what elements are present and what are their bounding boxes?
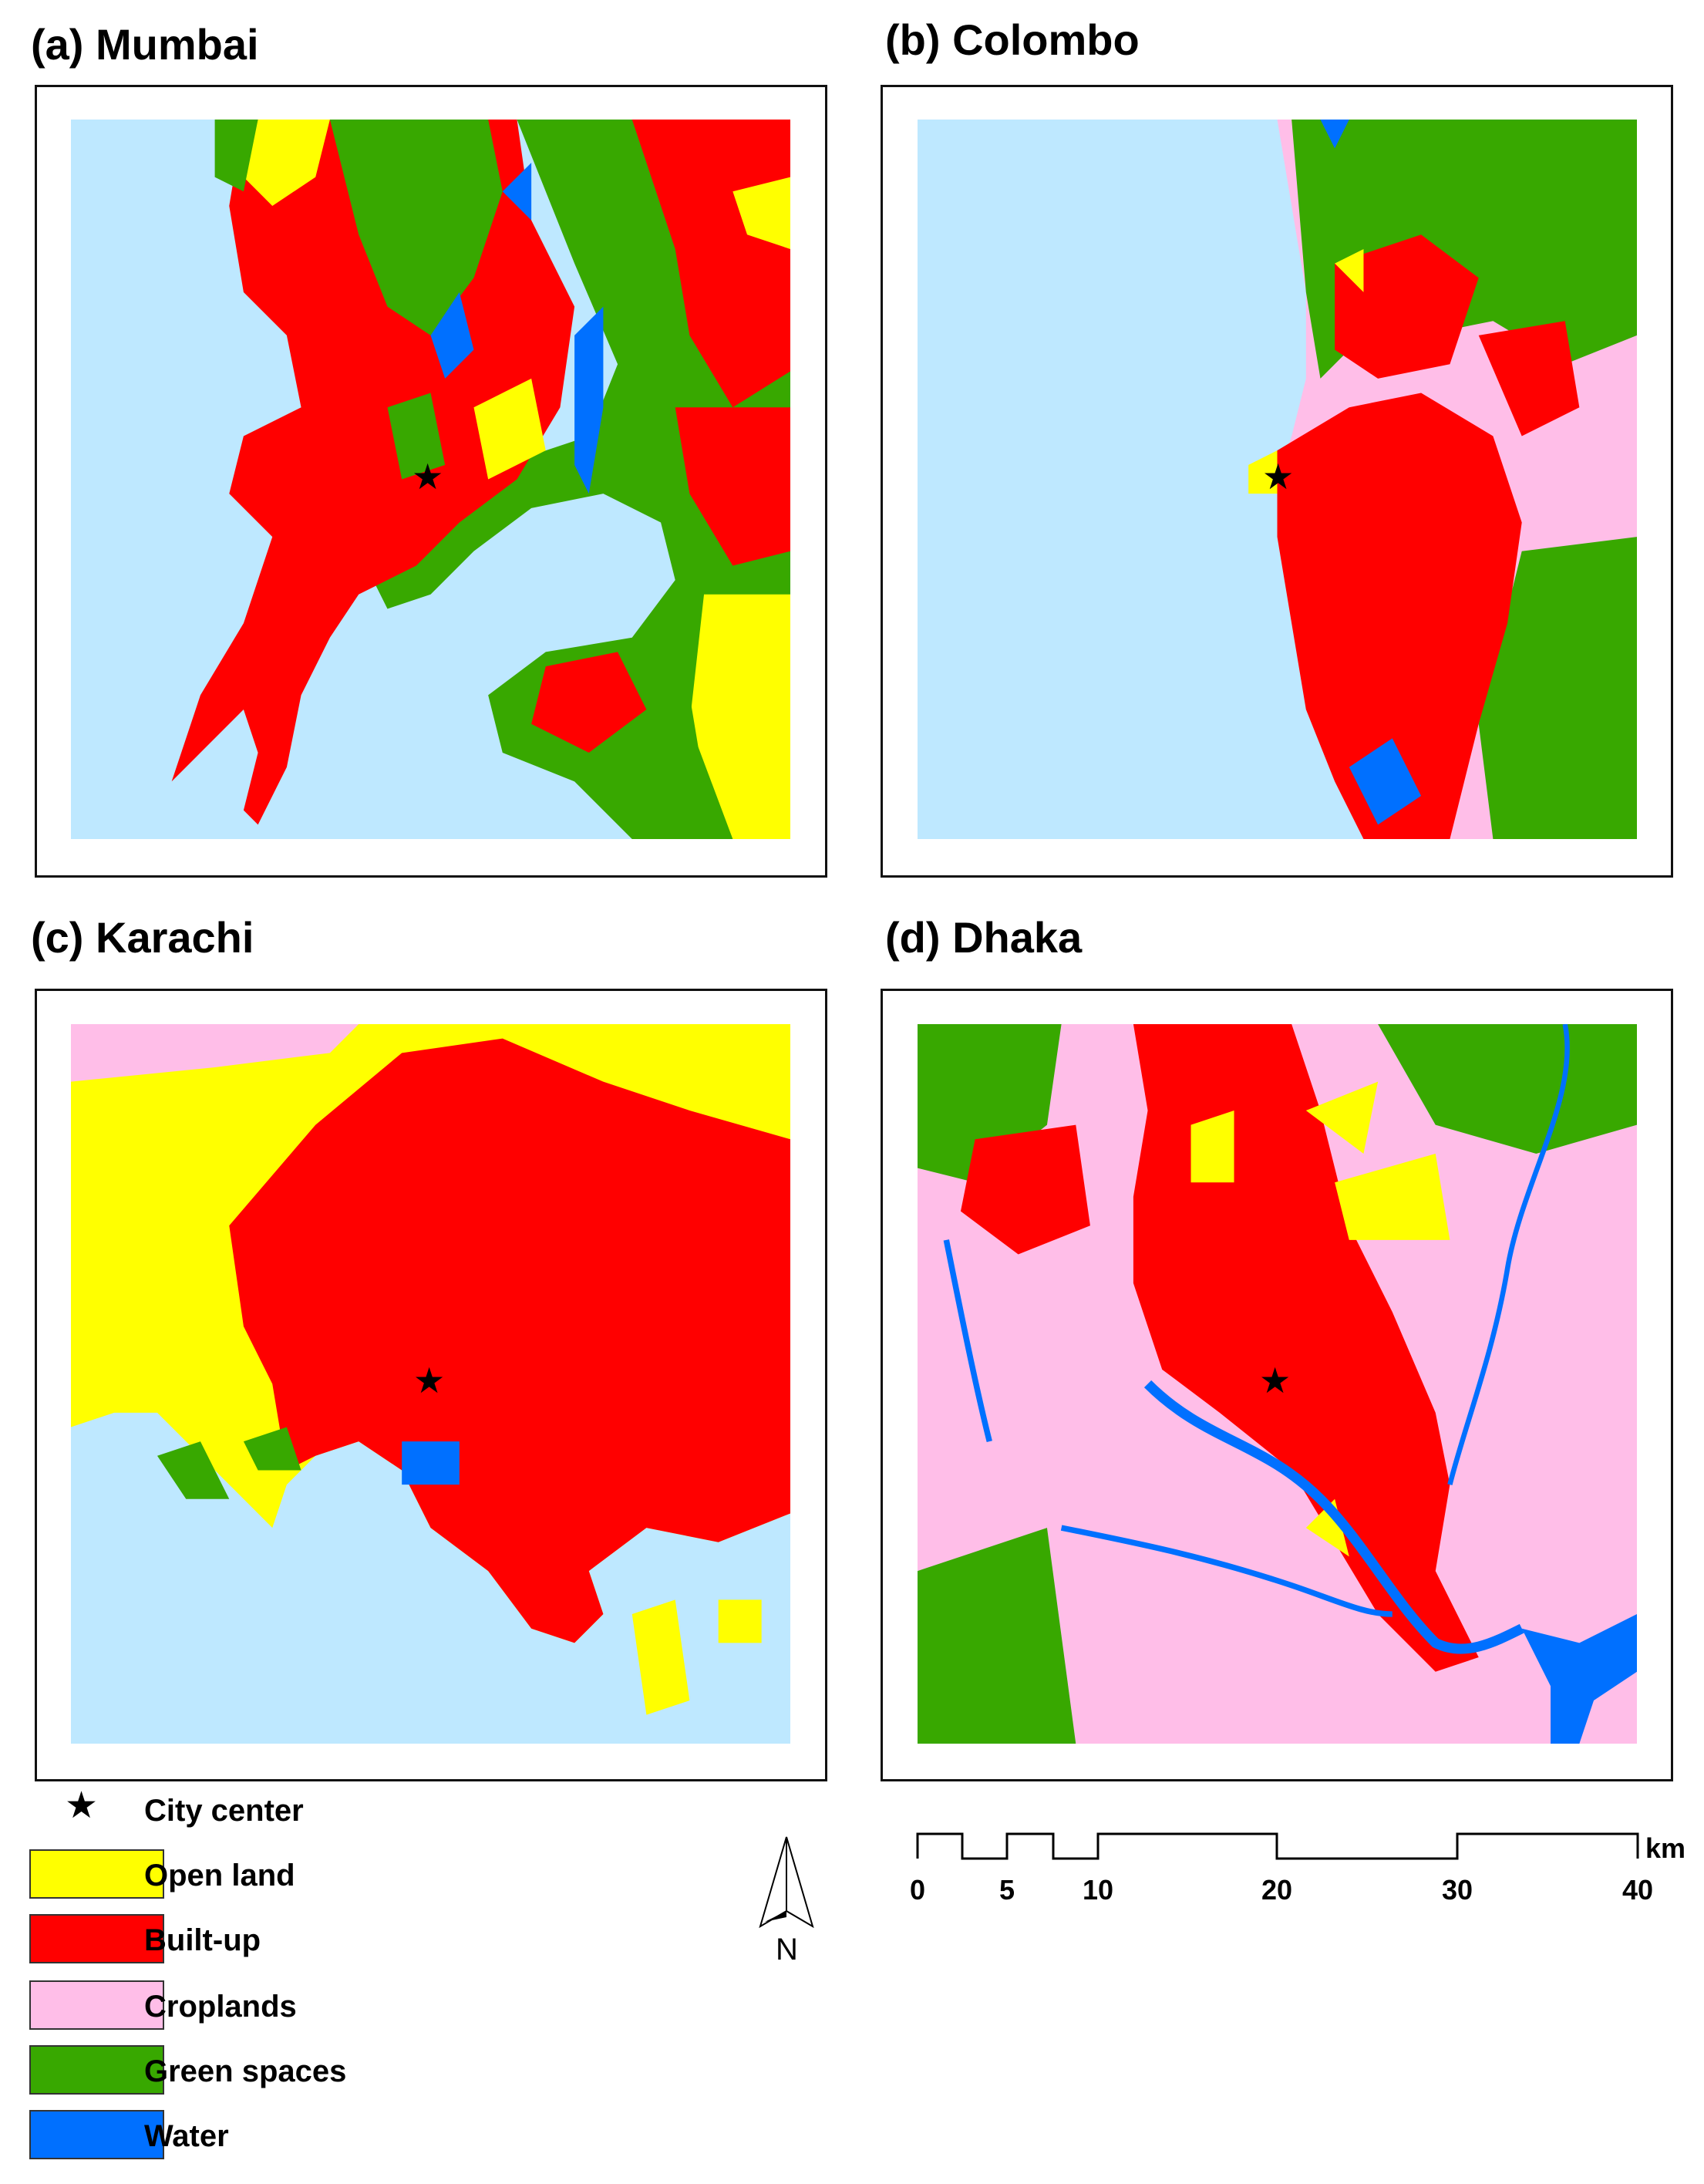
legend-item-open-land: [29, 1849, 164, 1899]
panel-title-colombo: (b) Colombo: [885, 15, 1140, 64]
scale-tick-30: 30: [1441, 1874, 1473, 1906]
scale-bar: [916, 1832, 1639, 1860]
legend-label-city-center: City center: [144, 1794, 304, 1828]
city-center-star-colombo: ★: [1262, 457, 1295, 497]
legend-label-open-land: Open land: [144, 1859, 295, 1892]
legend-swatch-built-up: [29, 1914, 164, 1963]
north-arrow-label: N: [776, 1933, 798, 1967]
land-cover-map-dhaka: [918, 1024, 1637, 1744]
scale-tick-40: 40: [1621, 1874, 1654, 1906]
city-center-star-dhaka: ★: [1259, 1360, 1291, 1400]
legend-item-croplands: [29, 1980, 164, 2030]
legend-item-water: [29, 2110, 164, 2159]
city-center-star-karachi: ★: [413, 1360, 446, 1400]
scale-unit-label: km: [1645, 1832, 1686, 1864]
scale-tick-20: 20: [1261, 1874, 1293, 1906]
legend-item-green-spaces: [29, 2045, 164, 2095]
land-cover-map-mumbai: [71, 120, 790, 839]
legend-swatch-croplands: [29, 1980, 164, 2030]
north-arrow-icon: [759, 1836, 814, 1929]
legend-swatch-green-spaces: [29, 2045, 164, 2095]
legend-swatch-water: [29, 2110, 164, 2159]
legend-swatch-open-land: [29, 1849, 164, 1899]
legend-item-built-up: [29, 1914, 164, 1963]
scale-tick-0: 0: [909, 1874, 926, 1906]
legend-label-built-up: Built-up: [144, 1923, 261, 1957]
legend-label-croplands: Croplands: [144, 1990, 297, 2024]
scale-tick-5: 5: [998, 1874, 1015, 1906]
scale-tick-10: 10: [1082, 1874, 1114, 1906]
city-center-star-mumbai: ★: [412, 457, 444, 497]
panel-title-dhaka: (d) Dhaka: [885, 913, 1083, 962]
legend-label-green-spaces: Green spaces: [144, 2054, 347, 2088]
land-cover-map-colombo: [918, 120, 1637, 839]
legend-star-icon: ★: [65, 1785, 99, 1826]
land-cover-map-karachi: [71, 1024, 790, 1744]
legend-label-water: Water: [144, 2119, 229, 2153]
panel-title-mumbai: (a) Mumbai: [31, 20, 259, 69]
panel-title-karachi: (c) Karachi: [31, 913, 254, 962]
